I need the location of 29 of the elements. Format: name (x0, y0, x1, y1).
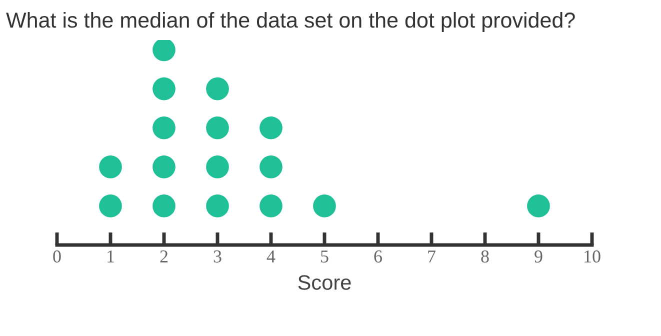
x-tick-label: 7 (428, 250, 436, 262)
x-tick-label: 2 (160, 250, 168, 262)
point (206, 77, 229, 100)
point (99, 155, 122, 178)
point (260, 194, 282, 218)
x-tick-label: 6 (374, 250, 382, 263)
x-tick-label: 5 (321, 250, 328, 263)
point (152, 155, 176, 178)
point (206, 116, 229, 140)
x-tick-label: 10 (584, 250, 600, 263)
x-tick-label: 8 (481, 250, 489, 263)
point (527, 194, 550, 218)
point (206, 194, 229, 218)
point (99, 194, 122, 218)
point (152, 116, 176, 140)
x-tick-label: 1 (108, 250, 114, 262)
point (152, 77, 176, 100)
x-axis-title: Score (298, 275, 351, 290)
point (260, 155, 282, 178)
point (313, 194, 336, 218)
point (152, 40, 176, 62)
x-tick-label: 3 (214, 250, 222, 263)
point (206, 155, 229, 178)
x-tick-label: 0 (53, 250, 61, 263)
point (152, 194, 176, 218)
x-tick-label: 4 (266, 250, 276, 262)
x-tick-label: 9 (534, 250, 542, 263)
chart-title: What is the median of the data set on the dot plot provided? (6, 12, 575, 32)
point (260, 116, 282, 140)
